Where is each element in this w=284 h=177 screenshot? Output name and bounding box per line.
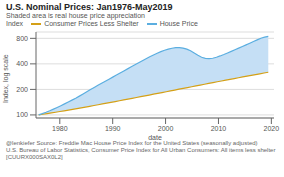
html-text:@lenkiefer Source: Freddie Mac: @lenkiefer Source: Freddie Mac House Pri… (6, 140, 258, 147)
svg-text:2000: 2000 (158, 125, 174, 132)
svg-text:100: 100 (16, 112, 28, 119)
svg-text:800: 800 (16, 35, 28, 42)
svg-text:Index, log scale: Index, log scale (8, 55, 10, 104)
svg-text:200: 200 (16, 86, 28, 93)
svg-text:1980: 1980 (52, 125, 68, 132)
html-text:U.S. Bureau of Labor Statistic: U.S. Bureau of Labor Statistics, Consume… (6, 147, 276, 161)
svg-text:2010: 2010 (211, 125, 227, 132)
html-text:Consumer Prices Less Shelter: Consumer Prices Less Shelter (44, 20, 139, 28)
svg-text:1990: 1990 (105, 125, 121, 132)
svg-text:date: date (148, 134, 162, 140)
html-text:Shaded area is real house pric: Shaded area is real house price apprecia… (6, 12, 145, 20)
html-text:U.S. Nominal Prices: Jan1976-M: U.S. Nominal Prices: Jan1976-May2019 (6, 2, 173, 12)
html-text:Index: Index (6, 20, 24, 28)
html-text:House Price: House Price (159, 20, 198, 28)
svg-text:2020: 2020 (264, 125, 276, 132)
svg-text:400: 400 (16, 61, 28, 68)
